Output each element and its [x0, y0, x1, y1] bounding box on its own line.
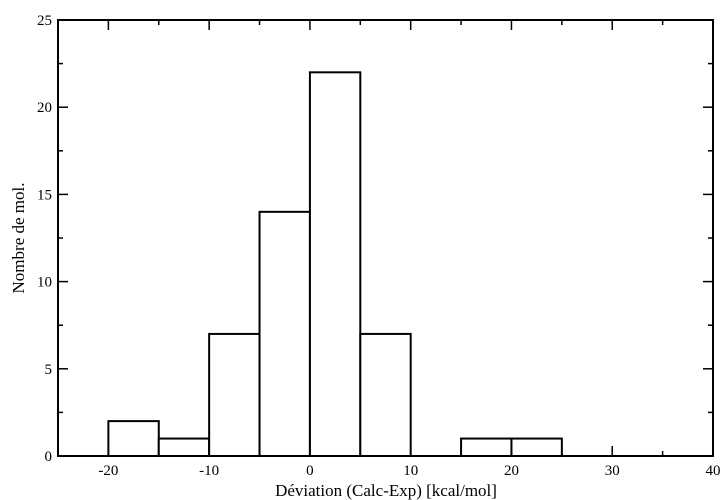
- y-tick-labels: 0 5 10 15 20 25: [37, 13, 52, 465]
- y-tick-label: 15: [37, 187, 52, 203]
- x-tick-label: 10: [403, 463, 418, 479]
- y-tick-label: 0: [45, 449, 53, 465]
- histogram-bar-4: [308, 71, 362, 457]
- y-axis-label: Nombre de mol.: [9, 183, 28, 294]
- y-tick-label: 25: [37, 13, 52, 29]
- y-tick-label: 5: [45, 362, 53, 378]
- histogram-bar-1: [157, 437, 211, 457]
- x-tick-label: 0: [306, 463, 314, 479]
- x-tick-label: 40: [706, 463, 721, 479]
- histogram-bar-5: [359, 332, 412, 458]
- histogram-bars: [107, 71, 563, 458]
- y-tick-label: 20: [37, 100, 52, 116]
- x-axis-label: Déviation (Calc-Exp) [kcal/mol]: [275, 481, 497, 500]
- x-tick-label: 20: [504, 463, 519, 479]
- x-tick-labels: -20 -10 0 10 20 30 40: [98, 463, 720, 479]
- x-tick-label: -20: [98, 463, 118, 479]
- histogram-bar-8: [510, 437, 563, 457]
- histogram-bar-2: [208, 332, 261, 458]
- x-tick-label: -10: [199, 463, 219, 479]
- plot-frame: [57, 19, 714, 457]
- histogram-bar-7: [460, 437, 513, 457]
- histogram-bar-3: [258, 210, 311, 457]
- histogram-bar-0: [107, 420, 160, 457]
- y-tick-label: 10: [37, 275, 52, 291]
- x-tick-label: 30: [605, 463, 620, 479]
